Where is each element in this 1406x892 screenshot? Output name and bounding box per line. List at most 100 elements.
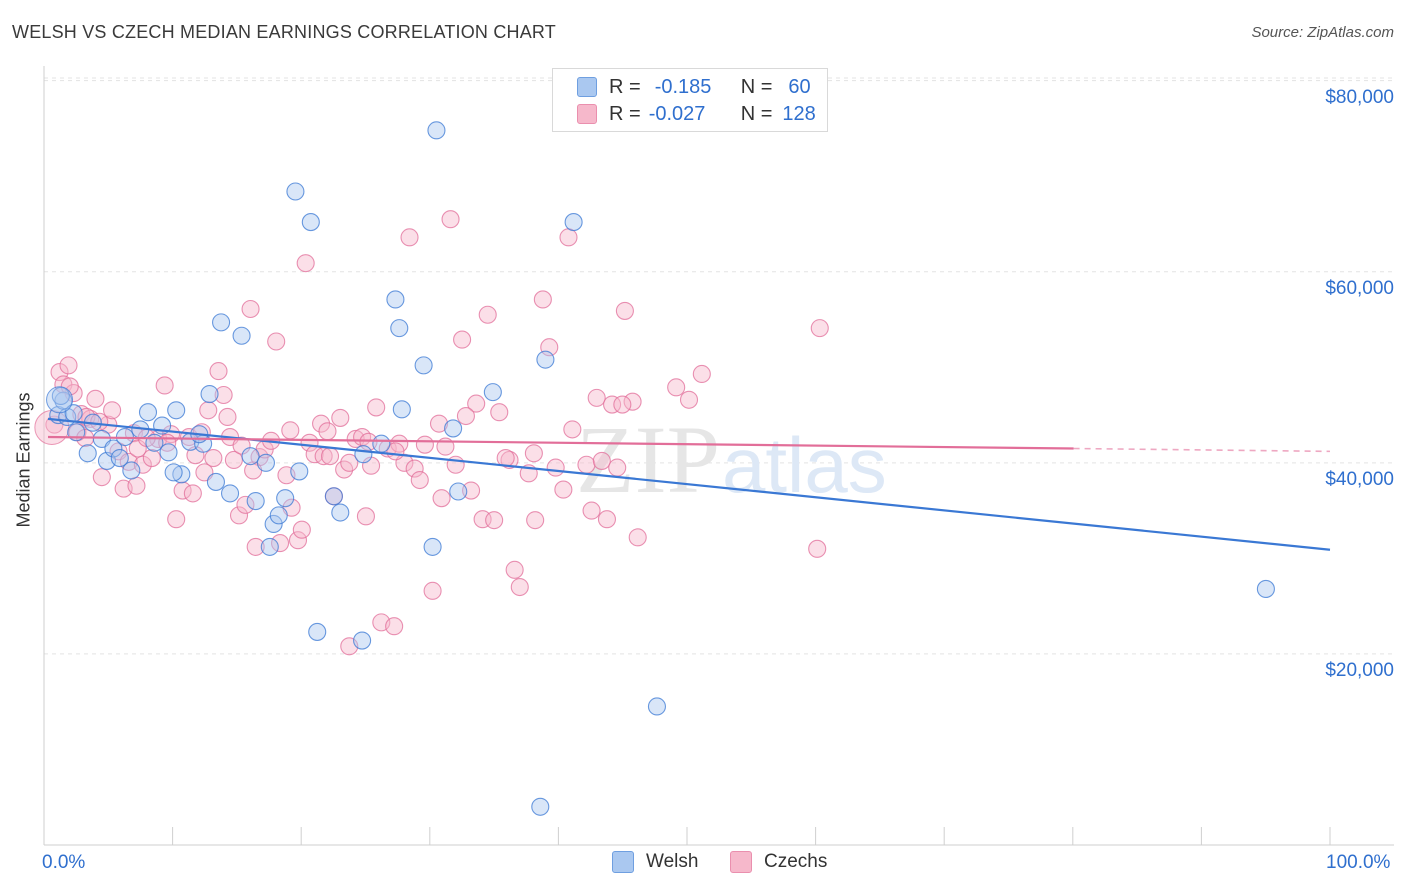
data-point (623, 392, 642, 411)
data-point (490, 403, 509, 422)
data-point (260, 537, 279, 556)
data-point (281, 421, 300, 440)
data-point (59, 356, 78, 375)
data-point (232, 436, 251, 455)
data-point (613, 395, 632, 414)
r-label: R = (609, 102, 641, 125)
data-point (385, 617, 404, 636)
data-point (104, 439, 123, 458)
data-point (427, 121, 446, 140)
data-point (441, 210, 460, 229)
r-label: R = (609, 75, 641, 98)
n-label: N = (740, 75, 773, 98)
data-point (526, 511, 545, 530)
r-value: -0.185 (654, 75, 712, 98)
data-point (312, 414, 331, 433)
data-point (318, 422, 337, 441)
data-point (485, 511, 504, 530)
data-point (232, 326, 251, 345)
czechs-swatch (577, 104, 597, 124)
data-point (456, 406, 475, 426)
chart-title: WELSH VS CZECH MEDIAN EARNINGS CORRELATI… (12, 22, 557, 42)
data-point (173, 481, 192, 500)
data-point (462, 481, 481, 500)
data-point (236, 495, 255, 514)
data-point (446, 455, 465, 474)
data-point (405, 459, 424, 478)
data-point (423, 537, 442, 556)
data-point (296, 254, 315, 273)
data-point (390, 319, 409, 338)
data-point (524, 444, 543, 463)
data-point (372, 434, 391, 453)
data-point (559, 228, 578, 247)
y-tick-label: $40,000 (1325, 469, 1394, 490)
czechs-swatch (730, 851, 752, 873)
data-point (554, 480, 573, 499)
data-point (200, 384, 219, 404)
data-point (546, 458, 565, 477)
data-point (505, 560, 524, 579)
data-point (172, 465, 191, 484)
n-value: 60 (788, 75, 811, 98)
data-point (110, 449, 129, 468)
data-point (429, 414, 449, 433)
data-point (1256, 579, 1275, 598)
data-point (386, 290, 405, 309)
data-point (478, 305, 497, 324)
data-point (423, 581, 442, 600)
data-point (356, 507, 375, 526)
data-point (270, 534, 290, 553)
data-point (51, 386, 70, 406)
data-point (331, 503, 350, 522)
data-point (533, 290, 552, 309)
data-point (467, 394, 486, 413)
data-point (615, 301, 634, 320)
trend-lines (47, 417, 1331, 551)
y-tick-label: $80,000 (1325, 87, 1394, 108)
correlation-legend: R = -0.185 N = 60 R = -0.027 N = 128 (552, 68, 828, 132)
data-point (308, 622, 327, 641)
data-point (155, 376, 174, 395)
data-point (531, 797, 550, 816)
data-point (603, 395, 622, 414)
legend-label: Czechs (764, 851, 828, 872)
data-point (400, 228, 419, 247)
data-point (269, 506, 288, 525)
welsh-swatch (577, 77, 597, 97)
watermark-atlas: atlas (722, 421, 887, 509)
data-point (410, 470, 429, 490)
legend-row-welsh: R = -0.185 N = 60 (577, 74, 811, 100)
data-point (667, 378, 686, 397)
watermark-zip: ZIP (576, 406, 720, 513)
data-point (592, 451, 611, 470)
data-point (392, 400, 411, 419)
n-value: 128 (782, 102, 816, 125)
data-point (577, 455, 596, 474)
data-point (199, 401, 218, 420)
data-point (267, 332, 286, 351)
data-point (597, 510, 617, 529)
legend-row-czechs: R = -0.027 N = 128 (577, 101, 816, 127)
data-point (810, 319, 829, 338)
data-point (128, 439, 147, 458)
welsh-swatch (612, 851, 634, 873)
data-point (86, 389, 105, 408)
data-point (159, 443, 178, 462)
data-point (340, 453, 359, 472)
data-point (679, 390, 699, 409)
data-point (46, 386, 74, 414)
data-point (220, 484, 240, 503)
data-point (276, 489, 295, 508)
data-point (354, 445, 373, 464)
data-point (133, 455, 152, 474)
data-point (256, 453, 275, 472)
grid-lines (44, 77, 1394, 655)
data-point (218, 407, 237, 427)
data-point (320, 447, 340, 466)
legend-item-czechs: Czechs (730, 851, 827, 873)
x-tick-label-min: 0.0% (42, 852, 86, 873)
series-legend: Welsh Czechs (0, 851, 1406, 877)
data-point (692, 364, 711, 384)
